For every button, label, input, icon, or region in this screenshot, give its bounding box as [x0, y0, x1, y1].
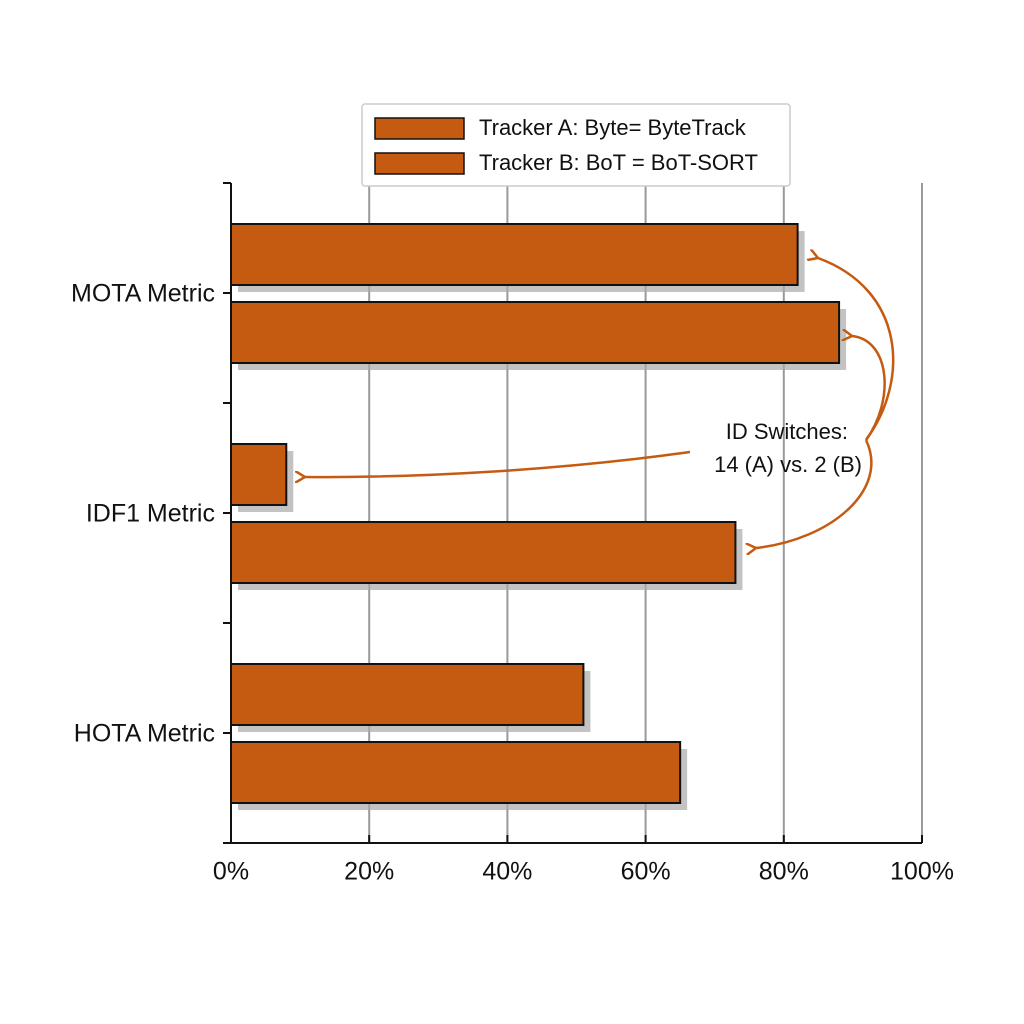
legend-label: Tracker B: BoT = BoT-SORT	[479, 150, 758, 175]
legend: Tracker A: Byte= ByteTrack Tracker B: BoT…	[361, 103, 791, 187]
annotation-arrows	[305, 258, 895, 548]
x-tick-label: 20%	[344, 858, 394, 886]
grid	[223, 182, 923, 844]
arrow	[756, 439, 873, 548]
y-tick-label: IDF1 Metric	[86, 500, 215, 528]
x-tick-label: 40%	[482, 858, 532, 886]
bar	[230, 741, 682, 804]
x-tick-label: 60%	[621, 858, 671, 886]
x-tick-label: 100%	[890, 858, 954, 886]
annotation: 14 (A) vs. 2 (B)	[714, 452, 862, 477]
bar	[230, 663, 585, 726]
y-tick-label: HOTA Metric	[74, 720, 215, 748]
bar	[230, 521, 737, 584]
arrow	[305, 450, 691, 477]
legend-box	[361, 103, 791, 187]
bar	[230, 301, 841, 364]
y-tick-label: MOTA Metric	[71, 280, 215, 308]
legend-swatch	[374, 152, 465, 175]
legend-swatch	[374, 117, 465, 140]
arrow	[818, 258, 895, 441]
bars	[230, 223, 847, 810]
x-tick-label: 0%	[213, 858, 249, 886]
x-tick-label: 80%	[759, 858, 809, 886]
bar	[230, 443, 288, 506]
arrow	[852, 336, 886, 441]
annotation: ID Switches:	[726, 419, 848, 444]
bar	[230, 223, 799, 286]
legend-label: Tracker A: Byte= ByteTrack	[479, 115, 747, 140]
